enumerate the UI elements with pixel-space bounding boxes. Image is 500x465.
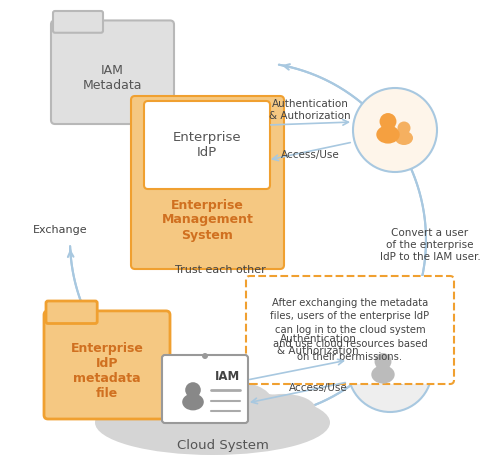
Bar xyxy=(384,133,424,153)
Ellipse shape xyxy=(250,394,316,425)
Text: Enterprise
Management
System: Enterprise Management System xyxy=(162,199,254,241)
Text: Trust each other: Trust each other xyxy=(174,265,266,275)
Circle shape xyxy=(398,121,410,134)
Bar xyxy=(48,319,95,324)
Circle shape xyxy=(202,353,208,359)
Circle shape xyxy=(392,361,406,374)
Circle shape xyxy=(374,353,392,370)
Ellipse shape xyxy=(390,371,408,385)
FancyBboxPatch shape xyxy=(51,20,174,124)
Circle shape xyxy=(348,328,432,412)
Text: Enterprise
IdP
metadata
file: Enterprise IdP metadata file xyxy=(70,342,144,400)
Bar xyxy=(169,396,217,420)
Text: Authentication
& Authorization: Authentication & Authorization xyxy=(269,99,351,121)
Text: Convert a user
of the enterprise
IdP to the IAM user.: Convert a user of the enterprise IdP to … xyxy=(380,228,480,262)
Ellipse shape xyxy=(95,390,330,455)
Text: Enterprise
IdP: Enterprise IdP xyxy=(172,131,242,159)
FancyBboxPatch shape xyxy=(44,311,170,419)
Text: Exchange: Exchange xyxy=(32,225,88,235)
FancyBboxPatch shape xyxy=(246,276,454,384)
Text: Access/Use: Access/Use xyxy=(280,150,340,160)
Text: IAM
Metadata: IAM Metadata xyxy=(83,64,142,92)
FancyBboxPatch shape xyxy=(131,96,284,269)
Bar xyxy=(362,128,414,154)
Circle shape xyxy=(185,382,201,398)
FancyBboxPatch shape xyxy=(46,301,97,324)
Text: After exchanging the metadata
files, users of the enterprise IdP
can log in to t: After exchanging the metadata files, use… xyxy=(270,298,430,362)
Ellipse shape xyxy=(112,388,195,424)
Text: Cloud System: Cloud System xyxy=(176,438,268,452)
Bar xyxy=(55,29,101,33)
Text: Access/Use: Access/Use xyxy=(288,383,348,393)
Circle shape xyxy=(380,113,396,130)
Ellipse shape xyxy=(376,126,400,144)
Ellipse shape xyxy=(395,131,413,145)
Bar xyxy=(357,368,409,394)
FancyBboxPatch shape xyxy=(144,101,270,189)
Ellipse shape xyxy=(182,393,204,411)
Ellipse shape xyxy=(177,380,271,419)
Text: IAM: IAM xyxy=(214,370,240,383)
FancyBboxPatch shape xyxy=(53,11,103,33)
Text: Authentication
& Authorization: Authentication & Authorization xyxy=(277,334,359,356)
Ellipse shape xyxy=(372,365,394,384)
Bar xyxy=(379,373,419,393)
Circle shape xyxy=(353,88,437,172)
FancyBboxPatch shape xyxy=(162,355,248,423)
